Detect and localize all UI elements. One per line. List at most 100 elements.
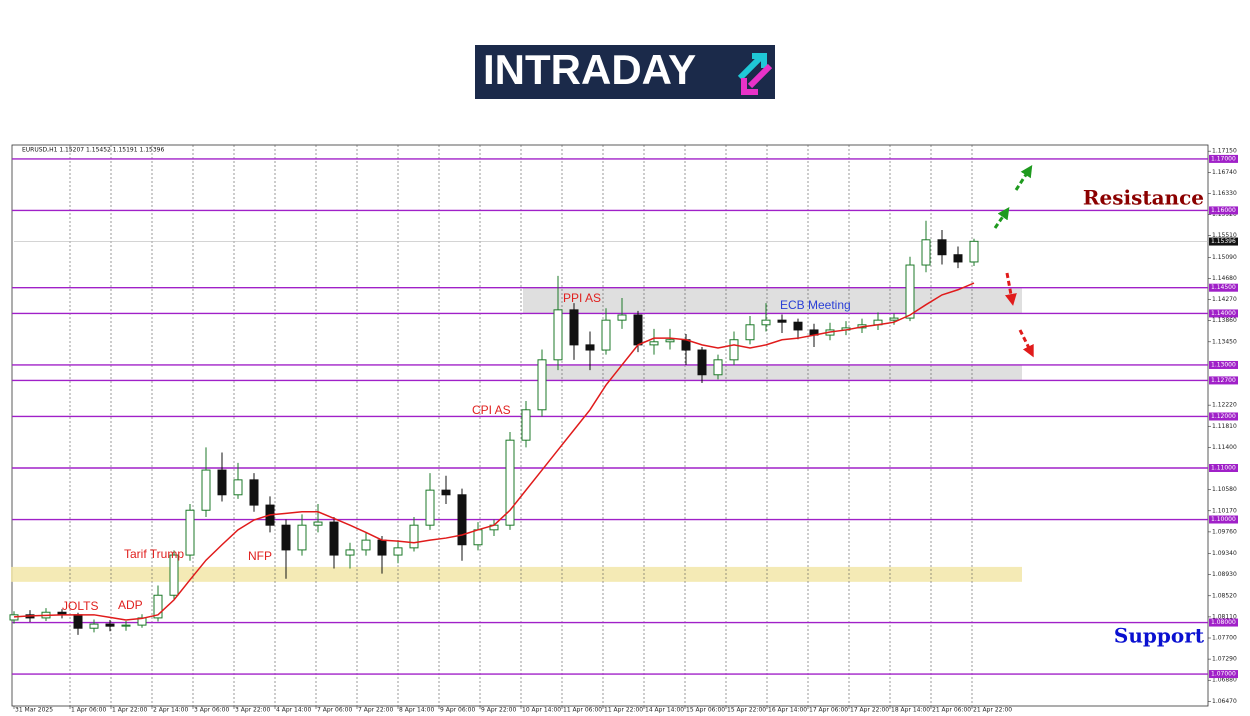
x-tick-label: 21 Apr 06:00 bbox=[932, 707, 971, 714]
y-tick-label: 1.12220 bbox=[1212, 402, 1237, 409]
y-tick-label: 1.17150 bbox=[1212, 148, 1237, 155]
logo: INTRADAY bbox=[475, 45, 775, 99]
candle-body bbox=[345, 549, 355, 556]
candle-body bbox=[297, 524, 307, 551]
candle-body bbox=[217, 469, 227, 496]
y-tick-label: 1.06470 bbox=[1212, 698, 1237, 705]
candle-body bbox=[473, 529, 483, 546]
y-tick-label: 1.09760 bbox=[1212, 528, 1237, 535]
x-tick-label: 16 Apr 14:00 bbox=[768, 707, 807, 714]
moving-average bbox=[13, 282, 975, 621]
y-tick-label: 1.08930 bbox=[1212, 571, 1237, 578]
x-tick-label: 1 Apr 06:00 bbox=[71, 707, 106, 714]
y-tick-label: 1.13450 bbox=[1212, 338, 1237, 345]
candle-body bbox=[409, 524, 419, 549]
x-tick-label: 2 Apr 14:00 bbox=[153, 707, 188, 714]
candle-body bbox=[889, 317, 899, 321]
level-label: 1.12700 bbox=[1211, 377, 1236, 384]
level-label: 1.14500 bbox=[1211, 284, 1236, 291]
x-tick-label: 8 Apr 14:00 bbox=[399, 707, 434, 714]
x-tick-label: 17 Apr 22:00 bbox=[850, 707, 889, 714]
annotation: ECB Meeting bbox=[780, 298, 851, 312]
x-tick-label: 18 Apr 14:00 bbox=[891, 707, 930, 714]
candle-body bbox=[105, 623, 115, 627]
candle-body bbox=[937, 239, 947, 256]
candle-body bbox=[793, 321, 803, 331]
level-label: 1.10000 bbox=[1211, 516, 1236, 523]
candle-body bbox=[633, 314, 643, 346]
candle-body bbox=[121, 624, 131, 627]
annotation: PPI AS bbox=[563, 291, 601, 305]
candle-body bbox=[697, 349, 707, 376]
candle-body bbox=[905, 264, 915, 319]
candle-body bbox=[169, 554, 179, 596]
level-label: 1.16000 bbox=[1211, 207, 1236, 214]
x-tick-label: 15 Apr 06:00 bbox=[686, 707, 725, 714]
x-tick-label: 3 Apr 06:00 bbox=[194, 707, 229, 714]
zone bbox=[11, 566, 1022, 582]
candle-body bbox=[441, 489, 451, 496]
candle-body bbox=[281, 524, 291, 551]
x-tick-label: 9 Apr 22:00 bbox=[481, 707, 516, 714]
y-tick-label: 1.09340 bbox=[1212, 550, 1237, 557]
candle-body bbox=[361, 539, 371, 551]
y-tick-label: 1.07290 bbox=[1212, 656, 1237, 663]
resistance-label: Resistance bbox=[1083, 186, 1204, 210]
arrow-up bbox=[993, 207, 1010, 229]
level-label-box bbox=[1209, 309, 1238, 318]
chart-header: EURUSD,H1 1.15207 1.15452 1.15191 1.1539… bbox=[22, 147, 164, 154]
x-tick-label: 10 Apr 14:00 bbox=[522, 707, 561, 714]
candle-body bbox=[953, 254, 963, 263]
candle-body bbox=[153, 594, 163, 619]
candle-body bbox=[393, 547, 403, 556]
x-tick-label: 31 Mar 2025 bbox=[15, 707, 53, 714]
x-tick-label: 15 Apr 22:00 bbox=[727, 707, 766, 714]
candle-body bbox=[537, 359, 547, 411]
x-tick-label: 9 Apr 06:00 bbox=[440, 707, 475, 714]
y-tick-label: 1.14270 bbox=[1212, 296, 1237, 303]
candle-body bbox=[617, 314, 627, 321]
level-label: 1.17000 bbox=[1211, 155, 1236, 162]
annotation: NFP bbox=[248, 549, 272, 563]
candle-body bbox=[249, 479, 259, 506]
y-tick-label: 1.08110 bbox=[1212, 613, 1237, 620]
annotation: Tarif Trump bbox=[124, 547, 184, 561]
candle-body bbox=[329, 521, 339, 556]
x-tick-label: 1 Apr 22:00 bbox=[112, 707, 147, 714]
current-price-label: 1.15396 bbox=[1211, 238, 1236, 245]
y-tick-label: 1.15090 bbox=[1212, 254, 1237, 261]
y-tick-label: 1.06880 bbox=[1212, 677, 1237, 684]
arrow-up bbox=[1014, 164, 1033, 191]
candle-body bbox=[185, 509, 195, 556]
y-tick-label: 1.15510 bbox=[1212, 232, 1237, 239]
level-label-box bbox=[1209, 515, 1238, 524]
zone bbox=[539, 364, 1022, 381]
annotation: JOLTS bbox=[62, 599, 98, 613]
x-tick-label: 4 Apr 14:00 bbox=[276, 707, 311, 714]
candle-body bbox=[233, 479, 243, 496]
level-label: 1.07000 bbox=[1211, 671, 1236, 678]
x-tick-label: 17 Apr 06:00 bbox=[809, 707, 848, 714]
candle-body bbox=[377, 539, 387, 556]
candle-body bbox=[761, 319, 771, 326]
candle-body bbox=[553, 309, 563, 361]
level-label: 1.08000 bbox=[1211, 619, 1236, 626]
logo-text: INTRADAY bbox=[483, 46, 696, 93]
plot-frame bbox=[11, 144, 1209, 707]
y-tick-label: 1.16740 bbox=[1212, 169, 1237, 176]
y-tick-label: 1.07700 bbox=[1212, 635, 1237, 642]
x-tick-label: 7 Apr 22:00 bbox=[358, 707, 393, 714]
level-label: 1.11000 bbox=[1211, 465, 1236, 472]
x-tick-label: 21 Apr 22:00 bbox=[973, 707, 1012, 714]
candle-body bbox=[89, 623, 99, 629]
x-tick-label: 3 Apr 22:00 bbox=[235, 707, 270, 714]
candle-body bbox=[777, 319, 787, 323]
arrow-down bbox=[1005, 272, 1017, 306]
x-tick-label: 14 Apr 14:00 bbox=[645, 707, 684, 714]
annotation: CPI AS bbox=[472, 403, 511, 417]
level-label: 1.13000 bbox=[1211, 361, 1236, 368]
y-tick-label: 1.11810 bbox=[1212, 423, 1237, 430]
x-tick-label: 7 Apr 06:00 bbox=[317, 707, 352, 714]
